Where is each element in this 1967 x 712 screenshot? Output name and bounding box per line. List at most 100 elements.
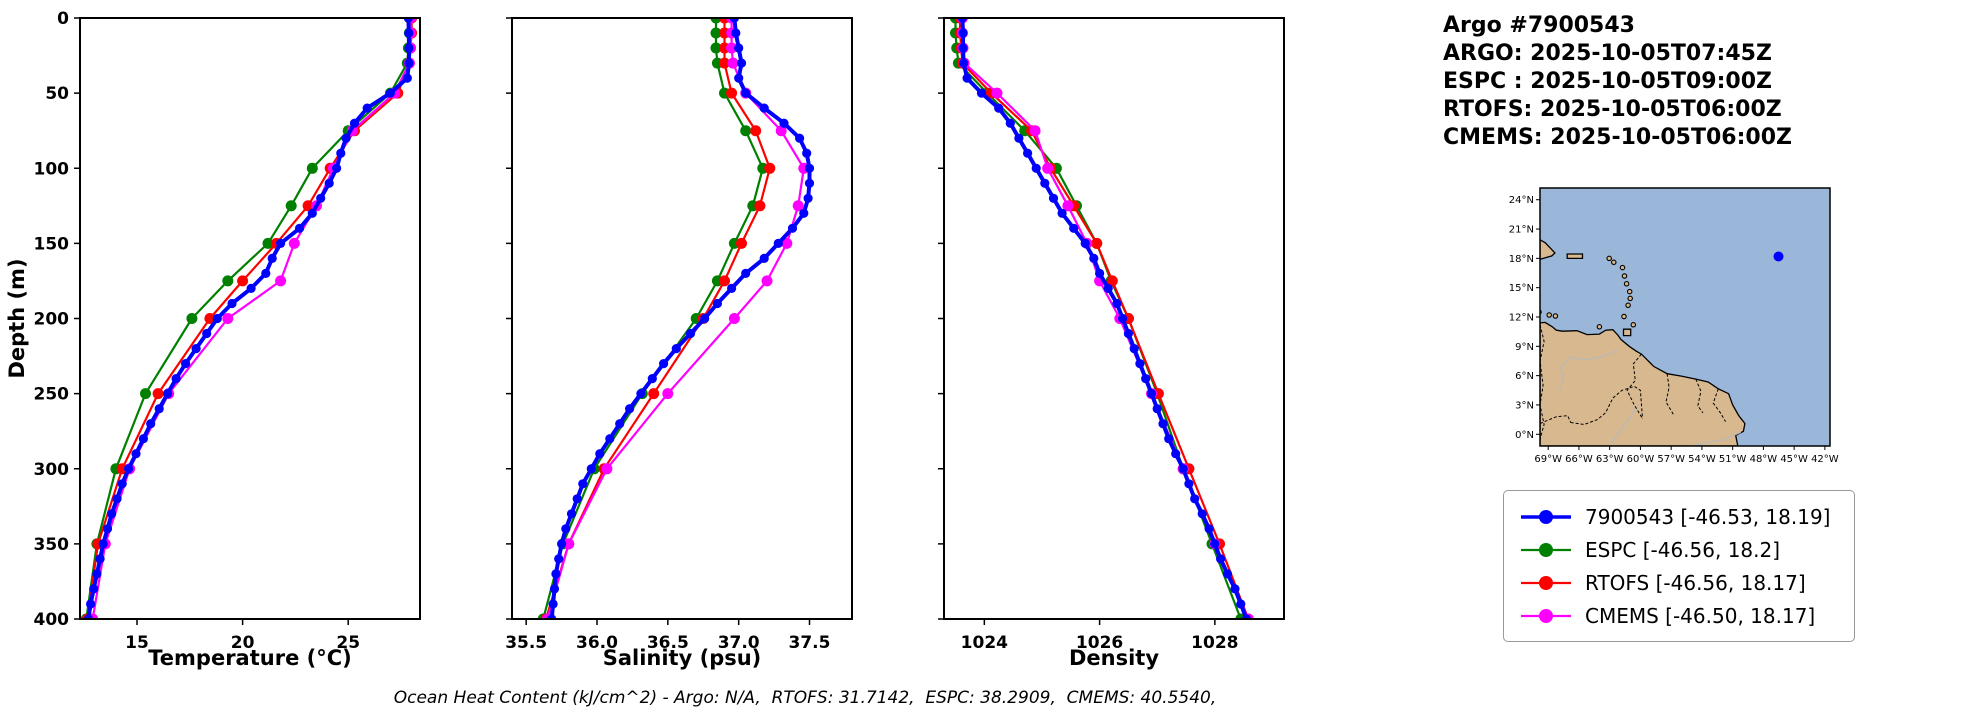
data-marker <box>710 42 722 54</box>
data-marker <box>307 208 317 218</box>
country-border <box>1712 388 1726 422</box>
data-marker <box>138 434 148 444</box>
data-marker <box>1031 163 1041 173</box>
land-polygon <box>1540 239 1556 260</box>
country-border <box>1540 324 1545 440</box>
data-marker <box>1118 313 1128 324</box>
data-marker <box>1103 283 1113 293</box>
legend-item-espc: ESPC [-46.56, 18.2] <box>1518 533 1840 566</box>
data-marker <box>804 163 815 173</box>
data-marker <box>736 237 747 249</box>
x-tick-label: 35.5 <box>505 633 547 653</box>
data-marker <box>262 237 274 249</box>
data-marker <box>146 419 156 429</box>
y-tick-label: 0 <box>57 9 69 29</box>
data-marker <box>804 178 815 188</box>
series-area <box>80 18 418 619</box>
data-marker <box>548 599 558 609</box>
data-marker <box>1146 389 1157 399</box>
data-marker <box>572 494 582 504</box>
data-marker <box>1014 133 1024 143</box>
land-polygon <box>1622 328 1632 337</box>
island <box>1619 264 1626 271</box>
data-marker <box>764 162 776 174</box>
legend-marker-cmems <box>1521 608 1571 623</box>
station-header: Argo #7900543 ARGO: 2025-10-05T07:45Z ES… <box>1443 12 1792 152</box>
map-lon-label: 45°W <box>1780 454 1808 465</box>
data-marker <box>1158 419 1168 429</box>
data-marker <box>787 223 798 233</box>
data-marker <box>595 449 605 459</box>
data-marker <box>404 43 414 53</box>
data-marker <box>171 374 181 384</box>
legend-dot <box>1539 509 1553 524</box>
data-marker <box>554 554 564 564</box>
data-marker <box>1112 298 1122 309</box>
y-tick-label: 150 <box>34 234 70 254</box>
river <box>1558 349 1619 391</box>
y-tick-label: 100 <box>34 159 70 179</box>
island <box>1621 273 1628 279</box>
data-marker <box>237 275 249 287</box>
data-marker <box>152 388 164 400</box>
data-marker <box>636 389 646 399</box>
float-position-marker <box>1773 251 1784 262</box>
data-marker <box>1171 449 1181 459</box>
data-marker <box>1062 200 1074 212</box>
data-marker <box>729 18 739 23</box>
data-marker <box>1152 404 1162 414</box>
data-marker <box>332 163 342 173</box>
data-marker <box>566 509 577 519</box>
data-marker <box>741 88 751 98</box>
map-lon-label: 60°W <box>1627 454 1655 465</box>
data-marker <box>92 569 102 579</box>
data-marker <box>246 283 256 293</box>
x-tick-label: 37.5 <box>789 633 831 653</box>
data-marker <box>1184 479 1194 489</box>
data-marker <box>1106 275 1118 287</box>
data-marker <box>140 388 151 400</box>
map-lat-label: 18°N <box>1509 254 1534 265</box>
data-marker <box>759 103 769 113</box>
data-marker <box>662 388 674 400</box>
data-marker <box>117 479 127 489</box>
data-marker <box>204 313 216 324</box>
map-lat-label: 0°N <box>1515 430 1534 441</box>
data-marker <box>557 539 567 549</box>
data-marker <box>712 298 723 309</box>
data-marker <box>186 313 198 324</box>
data-marker <box>1095 268 1105 278</box>
data-marker <box>1069 223 1079 233</box>
island <box>1630 322 1637 328</box>
island <box>1546 312 1552 318</box>
legend-item-rtofs: RTOFS [-46.56, 18.17] <box>1518 566 1840 599</box>
data-marker <box>775 125 787 137</box>
data-marker <box>625 404 635 414</box>
island <box>1606 255 1612 262</box>
data-marker <box>349 118 360 128</box>
x-tick-label: 1024 <box>961 633 1008 653</box>
data-marker <box>1048 193 1059 203</box>
island <box>1627 295 1633 302</box>
data-marker <box>403 18 413 23</box>
data-marker <box>802 148 812 158</box>
river <box>1611 403 1639 444</box>
data-marker <box>799 208 809 218</box>
data-marker <box>131 449 141 459</box>
legend-item-argo: 7900543 [-46.53, 18.19] <box>1518 500 1840 533</box>
legend-item-cmems: CMEMS [-46.50, 18.17] <box>1518 599 1840 632</box>
data-marker <box>1129 344 1139 354</box>
data-marker <box>107 509 117 519</box>
series-7900543 <box>83 18 414 619</box>
data-marker <box>1178 464 1188 474</box>
data-marker <box>336 148 346 158</box>
data-marker <box>276 238 286 248</box>
x-axis-label: Density <box>1069 646 1159 670</box>
legend-label: CMEMS [-46.50, 18.17] <box>1585 603 1816 628</box>
map-features <box>1540 239 1784 446</box>
data-marker <box>288 237 300 249</box>
map-lat-label: 12°N <box>1509 313 1534 324</box>
data-marker <box>958 28 968 38</box>
data-marker <box>261 268 271 278</box>
data-marker <box>726 42 738 54</box>
